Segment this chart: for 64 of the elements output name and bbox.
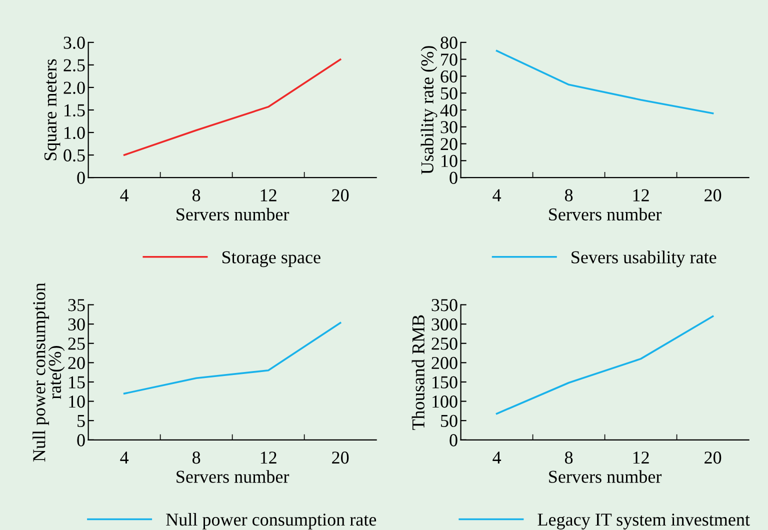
y-tick-label: 50 [441, 414, 458, 428]
y-tick-label: 60 [440, 70, 458, 83]
x-tick-label: 20 [704, 452, 722, 464]
y-tick-label: 150 [432, 376, 458, 388]
x-tick-label: 20 [332, 189, 349, 202]
y-tick-label: 35 [68, 299, 85, 312]
x-tick-label: 8 [192, 189, 200, 202]
x-tick-label: 20 [332, 452, 349, 464]
y-tick-label: 2.5 [64, 59, 85, 72]
legend-label: Legacy IT system investment [538, 514, 750, 530]
y-axis-title: Usability rate (%) [420, 46, 438, 174]
y-tick-label: 0 [77, 434, 85, 446]
x-tick-label: 12 [633, 189, 649, 202]
y-tick-label: 40 [440, 104, 458, 116]
y-tick-label: 5 [78, 415, 85, 428]
y-tick-label: 15 [69, 376, 85, 388]
y-tick-label: 0 [77, 172, 85, 184]
y-tick-label: 20 [68, 356, 85, 370]
y-tick-label: 2.0 [64, 82, 85, 94]
y-tick-label: 70 [441, 54, 458, 66]
y-tick-label: 30 [68, 318, 85, 330]
legend-label: Null power consumption rate [166, 513, 376, 530]
y-tick-label: 250 [432, 338, 458, 350]
x-tick-label: 4 [120, 452, 129, 464]
x-tick-label: 4 [492, 189, 502, 202]
x-tick-label: 12 [260, 189, 276, 202]
x-tick-label: 4 [492, 452, 502, 464]
x-tick-label: 4 [120, 189, 129, 202]
y-tick-label: 200 [432, 356, 458, 370]
line-series [496, 50, 714, 114]
y-tick-label: 25 [68, 338, 85, 350]
line-series [123, 322, 342, 394]
y-tick-label: 0.5 [64, 149, 85, 162]
x-tick-label: 8 [564, 189, 573, 202]
y-tick-label: 1.5 [64, 104, 85, 116]
y-tick-label: 10 [442, 154, 458, 168]
y-tick-label: 30 [440, 121, 458, 134]
y-tick-label: 10 [69, 396, 85, 408]
x-axis-title: Servers number [176, 470, 290, 483]
y-tick-label: 1.0 [64, 126, 85, 140]
y-tick-label: 0 [450, 172, 458, 184]
x-axis-title: Servers number [549, 208, 662, 221]
y-axis-title: Square meters [44, 59, 60, 160]
x-axis-title: Servers number [549, 470, 662, 483]
legend-label: Storage space [222, 251, 320, 268]
line-series [496, 315, 714, 415]
y-tick-label: 350 [432, 299, 458, 312]
legend-label: Severs usability rate [572, 250, 716, 268]
line-series [123, 58, 342, 156]
y-tick-label: 50 [441, 87, 458, 100]
x-tick-label: 12 [260, 452, 276, 464]
y-tick-label: 0 [450, 434, 458, 446]
y-tick-label: 20 [440, 138, 458, 150]
x-axis-title: Servers number [176, 208, 290, 221]
y-tick-label: 3.0 [64, 36, 85, 49]
y-tick-label: 100 [432, 396, 458, 408]
y-tick-label: 300 [432, 318, 458, 330]
y-axis-title: Thousand RMB [412, 315, 424, 430]
x-tick-label: 8 [564, 452, 573, 464]
y-tick-label: 80 [440, 36, 458, 49]
x-tick-label: 12 [633, 452, 649, 464]
x-tick-label: 8 [192, 452, 200, 464]
y-axis-title: Null power consumption rate(%) [32, 282, 65, 462]
x-tick-label: 20 [704, 189, 722, 202]
